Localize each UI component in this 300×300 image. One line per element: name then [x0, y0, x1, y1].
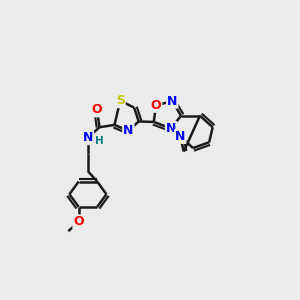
Text: O: O: [74, 215, 84, 229]
Text: N: N: [167, 94, 177, 108]
Text: N: N: [166, 122, 176, 135]
Text: O: O: [151, 99, 161, 112]
Text: O: O: [92, 103, 103, 116]
Text: N: N: [83, 131, 93, 144]
Text: H: H: [95, 136, 104, 146]
Text: N: N: [175, 130, 185, 143]
Text: S: S: [116, 94, 125, 107]
Text: N: N: [123, 124, 134, 137]
